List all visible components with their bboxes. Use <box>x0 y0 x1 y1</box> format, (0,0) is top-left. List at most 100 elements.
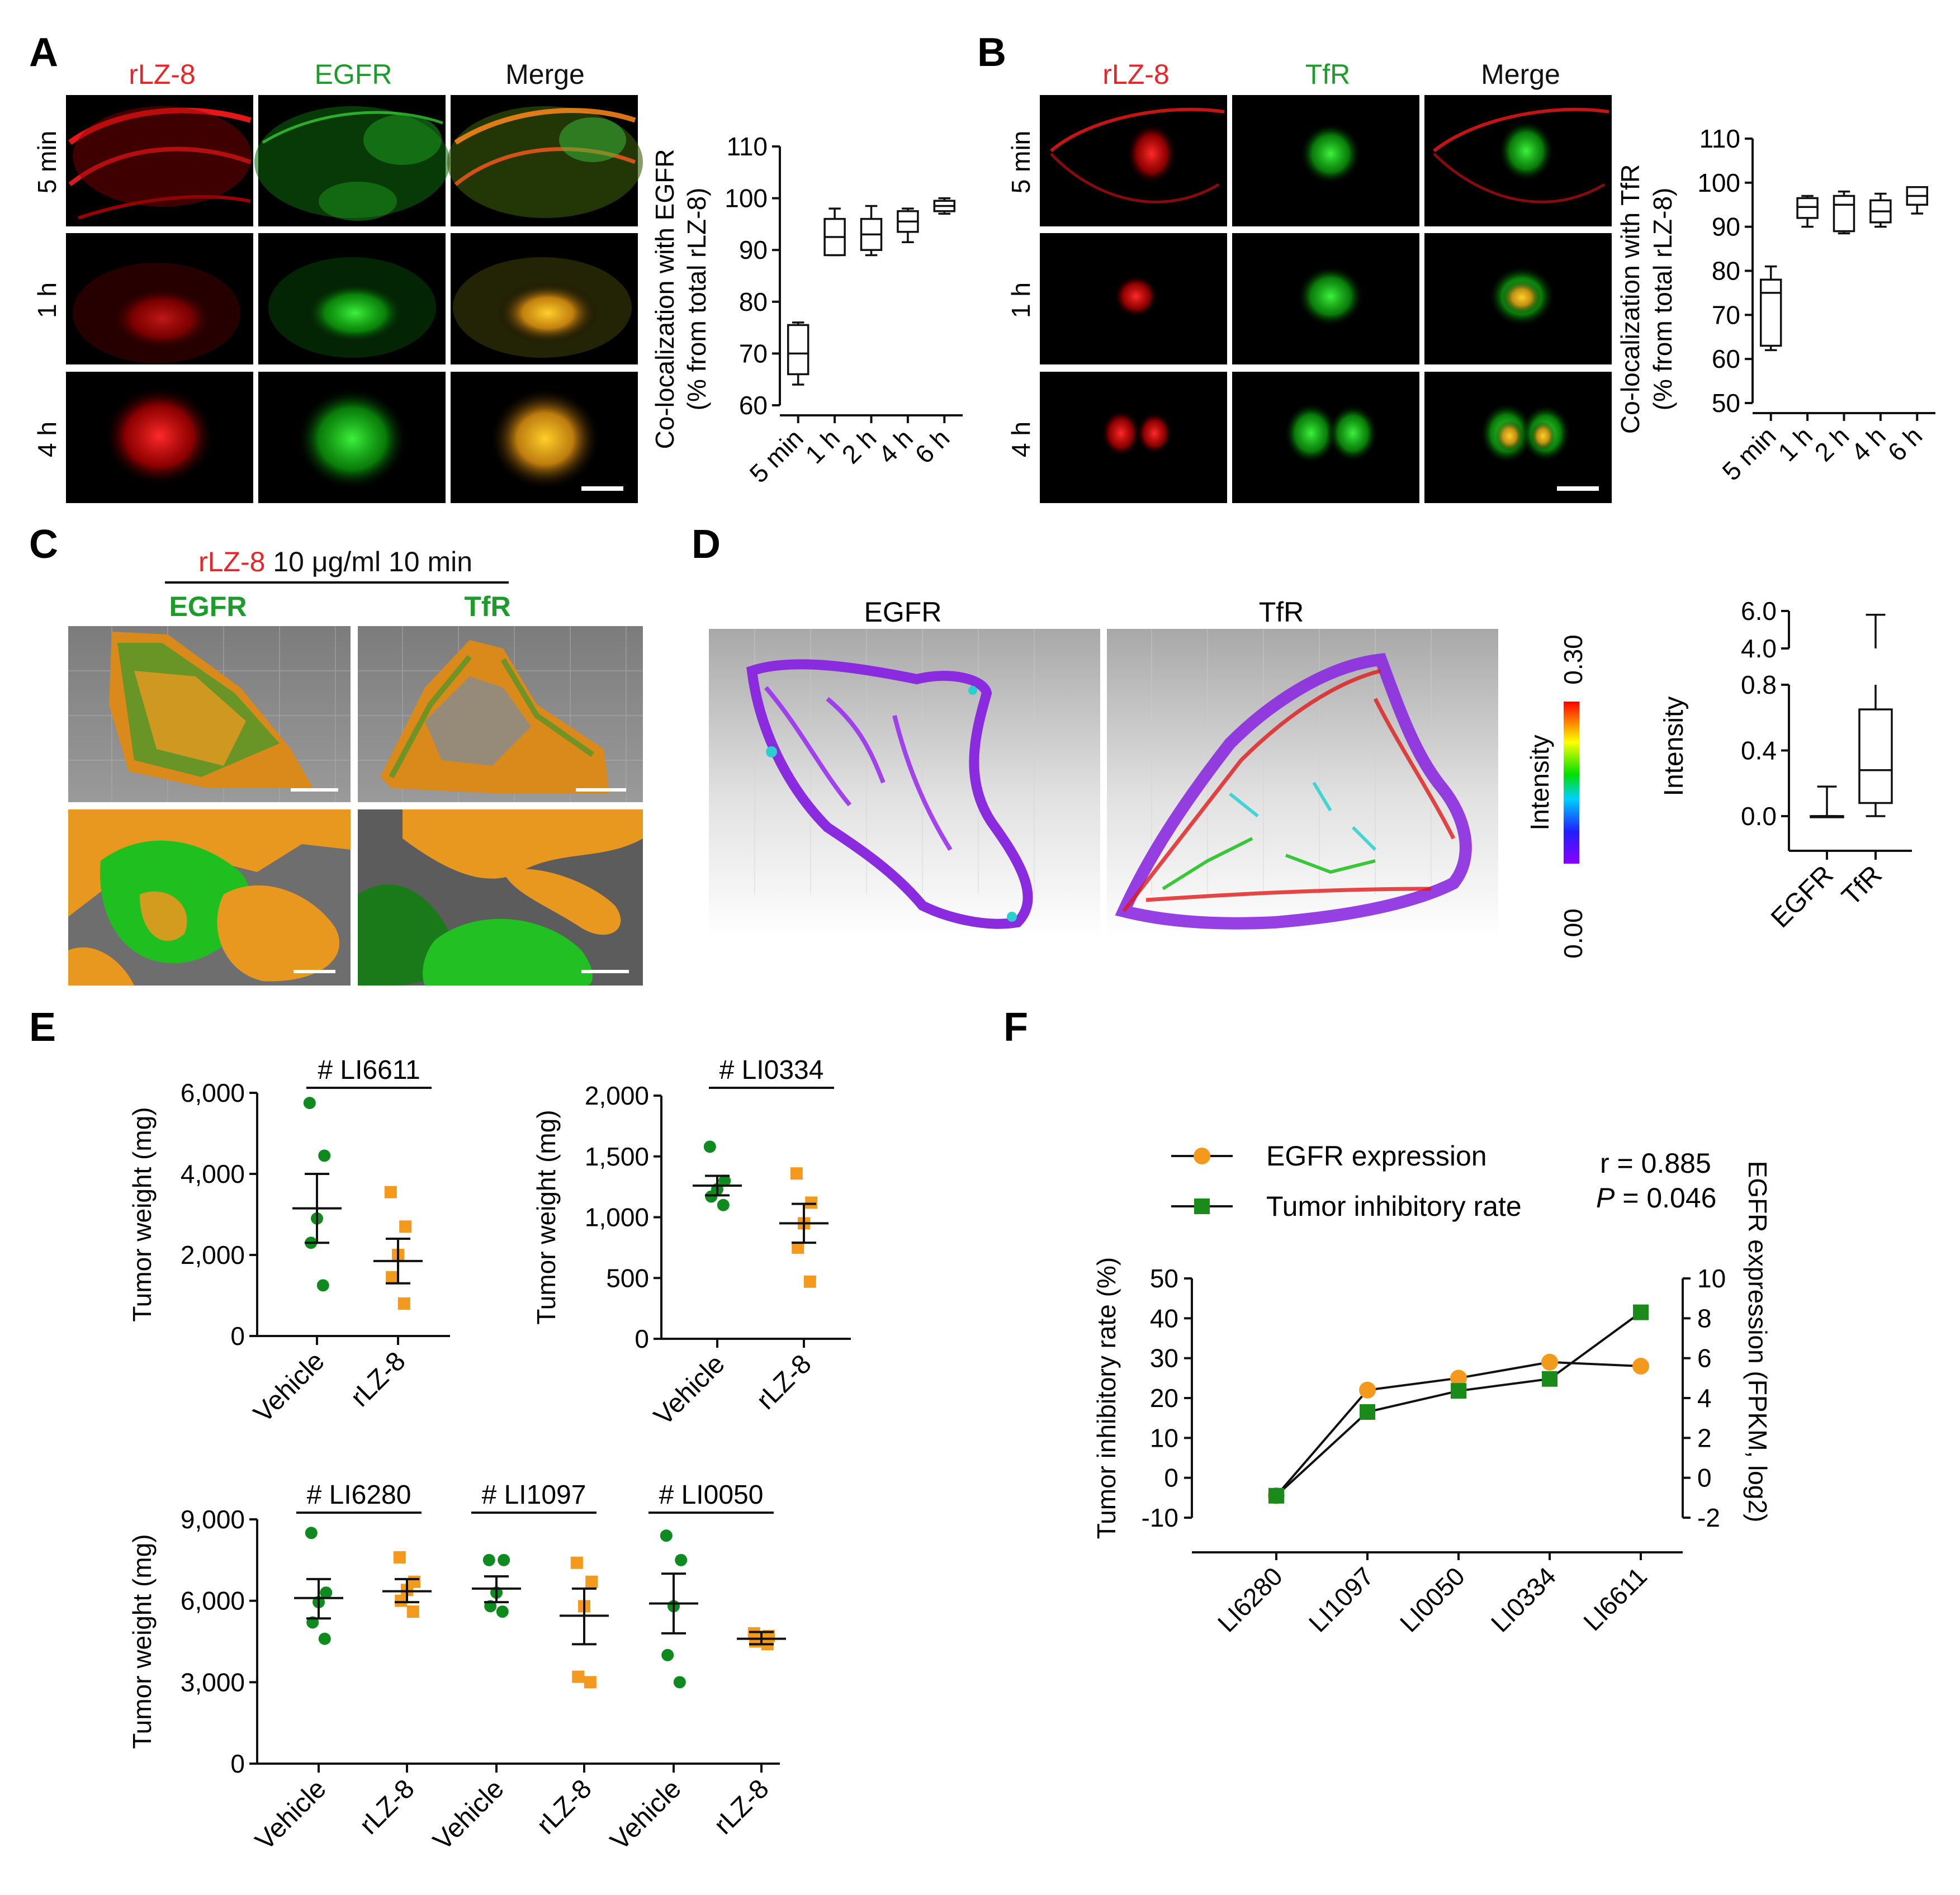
panel-letter-b: B <box>977 30 1006 75</box>
data-point-vehicle <box>316 1279 329 1292</box>
chart-e-li6611: 0 2,000 4,000 6,000 Tumor weight (mg) Vehicle… <box>127 1055 450 1428</box>
box-1 <box>1796 195 1819 228</box>
chart-a: Co-localization with EGFR (% from total … <box>650 132 963 489</box>
y-tick-label: 6,000 <box>181 1586 245 1616</box>
colorbar-label: Intensity <box>1525 735 1554 830</box>
y-tick-label: 0 <box>635 1324 649 1353</box>
data-point-vehicle <box>305 1527 318 1539</box>
data-point-vehicle <box>705 1190 718 1203</box>
y-axis-label: Tumor weight (mg) <box>532 1110 561 1324</box>
render-c-tfr-top <box>358 626 643 802</box>
row-label-5min-a: 5 min <box>32 131 61 193</box>
render-c-egfr-top <box>68 626 351 802</box>
group-title: # LI1097 <box>482 1480 586 1510</box>
micrograph-a-r1-red <box>66 95 253 226</box>
scale-bar <box>581 486 623 491</box>
data-point-rlz8 <box>395 1594 408 1607</box>
y-tick-label-left: 0 <box>1164 1463 1178 1493</box>
chart-d-ylabel: Intensity <box>1659 697 1689 797</box>
chart-a-ylabel-1: Co-localization with EGFR <box>650 149 679 449</box>
y-tick-label: 2,000 <box>585 1081 649 1110</box>
data-point-rlz8 <box>570 1556 583 1569</box>
y-tick-label-right: 10 <box>1697 1264 1726 1293</box>
micrograph-a-r1-green <box>254 95 450 226</box>
series-0 <box>294 1527 343 1645</box>
y-tick-label: 90 <box>739 235 768 264</box>
data-point-rlz8 <box>790 1167 803 1180</box>
micrograph-b-r2-green <box>1232 233 1419 364</box>
data-point-rlz8 <box>384 1186 397 1198</box>
panel-d-col-egfr: EGFR <box>864 596 942 628</box>
y-tick-label: 60 <box>739 391 768 420</box>
y-tick-label: 100 <box>1697 168 1740 197</box>
x-tick-label: 5 min <box>744 423 808 488</box>
box-0 <box>1810 785 1844 818</box>
data-point-tumor <box>1268 1487 1284 1504</box>
micrograph-b-r3-merge <box>1424 372 1612 503</box>
x-tick-label: TfR <box>1836 860 1888 911</box>
x-tick-label: rLZ-8 <box>345 1346 411 1413</box>
legend-label-tumor: Tumor inhibitory rate <box>1266 1191 1522 1222</box>
chart-b-ylabel-2: (% from total rLZ-8) <box>1648 188 1677 411</box>
x-tick-label: Vehicle <box>428 1774 510 1856</box>
chart-b: Co-localization with TfR (% from total r… <box>1616 124 1935 486</box>
y-tick-label: 110 <box>1699 124 1740 153</box>
y-tick-label: 6,000 <box>181 1078 245 1107</box>
box-1 <box>1858 613 1893 817</box>
y-tick-label: 50 <box>1712 389 1740 418</box>
y-axis-label-left: Tumor inhibitory rate (%) <box>1092 1257 1121 1539</box>
data-point-egfr <box>1541 1353 1558 1371</box>
y-tick-label: 60 <box>1712 344 1740 373</box>
y-tick-label: 4.0 <box>1741 634 1777 663</box>
blob-cyan <box>968 686 977 695</box>
x-tick-label: Vehicle <box>605 1774 687 1856</box>
box-4 <box>933 197 956 215</box>
chart-f: -10 0 10 20 30 40 50 -2 0 2 4 6 8 10 Tumor inhibitory … <box>1092 1140 1772 1638</box>
x-tick-label: rLZ-8 <box>354 1774 420 1840</box>
series-3 <box>560 1556 609 1689</box>
panel-b: B rLZ-8 TfR Merge 5 min 1 h 4 h <box>977 30 1935 503</box>
panel-c-col-egfr: EGFR <box>169 591 247 622</box>
row-label-1h-a: 1 h <box>32 282 61 318</box>
y-tick-label: 70 <box>739 339 768 368</box>
data-point-vehicle <box>675 1553 688 1566</box>
micrograph-a-r2-red <box>66 233 253 364</box>
y-tick-label-right: 6 <box>1697 1344 1712 1373</box>
header-merge-a: Merge <box>505 59 585 90</box>
panel-letter-e: E <box>29 1005 56 1050</box>
y-tick-label: 1,500 <box>585 1142 649 1171</box>
micrograph-b-r2-red <box>1040 233 1227 364</box>
panel-a: A rLZ-8 EGFR Merge 5 min 1 h 4 h <box>29 30 963 503</box>
data-point-rlz8 <box>393 1551 406 1564</box>
panel-c-title-rest: 10 μg/ml 10 min <box>265 546 472 577</box>
x-tick-label: EGFR <box>1765 860 1839 934</box>
series-5 <box>737 1627 786 1651</box>
row-label-4h-b: 4 h <box>1006 421 1035 457</box>
y-axis-label-right: EGFR expression (FPKM, log2) <box>1743 1161 1772 1523</box>
data-point-rlz8 <box>585 1575 598 1588</box>
x-tick-label: 5 min <box>1716 421 1781 486</box>
data-point-rlz8 <box>749 1635 762 1648</box>
data-point-vehicle <box>661 1648 674 1661</box>
data-point-rlz8 <box>406 1605 419 1618</box>
scale-bar <box>576 788 626 792</box>
render-c-egfr-zoom <box>68 809 351 986</box>
blob-cyan <box>1007 912 1017 922</box>
y-tick-label: 100 <box>725 184 768 213</box>
y-tick-label: 0 <box>230 1321 245 1351</box>
y-axis-label: Tumor weight (mg) <box>127 1534 157 1749</box>
data-point-vehicle <box>718 1174 731 1187</box>
y-tick-label-left: 30 <box>1150 1344 1178 1373</box>
chart-b-ylabel-1: Co-localization with TfR <box>1616 164 1645 434</box>
x-tick-label: LI0334 <box>1485 1561 1561 1637</box>
colorbar: Intensity 0.00 0.30 <box>1525 634 1588 959</box>
micrograph-b-r1-green <box>1232 95 1419 226</box>
header-tfr-b: TfR <box>1305 59 1351 90</box>
data-point-rlz8 <box>792 1241 804 1254</box>
chart-e-bottom: 0 3,000 6,000 9,000 Tumor weight (mg) Vehicle… <box>127 1480 786 1856</box>
legend: EGFR expression Tumor inhibitory rate <box>1171 1140 1522 1222</box>
y-tick-label: 0 <box>230 1749 245 1778</box>
row-label-5min-b: 5 min <box>1006 131 1035 193</box>
